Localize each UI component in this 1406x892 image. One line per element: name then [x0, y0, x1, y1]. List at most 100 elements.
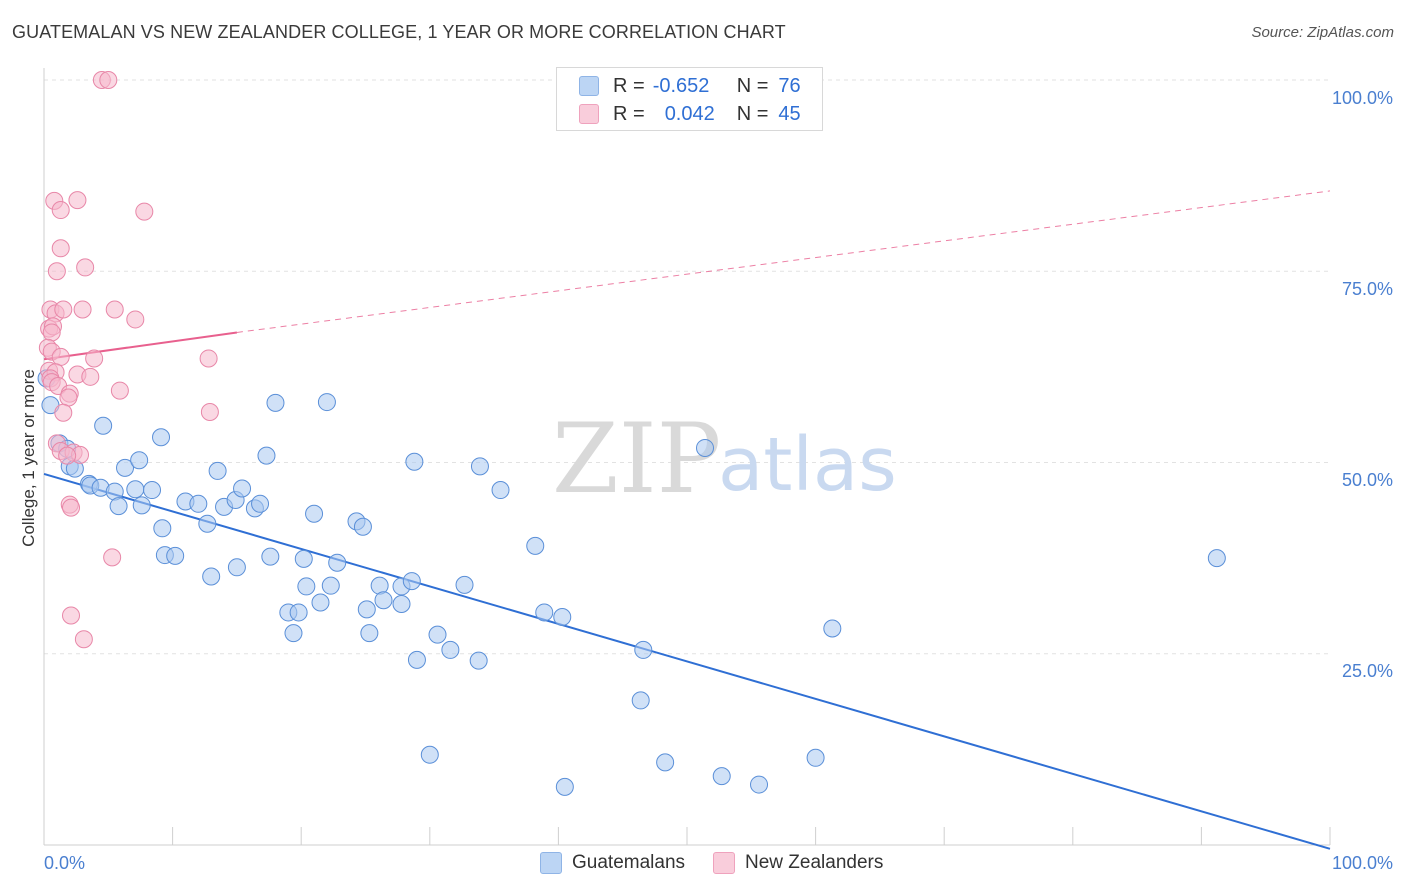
- trend-line-extended: [236, 190, 1331, 333]
- data-point: [47, 262, 66, 281]
- data-point: [712, 767, 731, 786]
- series-label-guatemalans: Guatemalans: [572, 852, 686, 873]
- y-tick-label: 25.0%: [1342, 661, 1393, 681]
- data-point: [328, 553, 347, 572]
- data-point: [227, 558, 246, 577]
- data-point: [321, 576, 340, 595]
- y-tick-label: 75.0%: [1342, 279, 1393, 299]
- data-point: [392, 595, 411, 614]
- y-axis-label: College, 1 year or more: [19, 369, 38, 547]
- data-point: [455, 575, 474, 594]
- series-swatch-guatemalans: [540, 852, 562, 874]
- series-legend: Guatemalans New Zealanders: [540, 852, 911, 874]
- trend-lines: [43, 190, 1331, 850]
- data-point: [289, 603, 308, 622]
- data-point: [261, 547, 280, 566]
- data-point: [420, 745, 439, 764]
- data-point: [85, 349, 104, 368]
- data-point: [68, 191, 87, 210]
- data-point: [202, 567, 221, 586]
- data-point: [470, 457, 489, 476]
- data-point: [58, 446, 77, 465]
- data-point: [555, 777, 574, 796]
- data-point: [103, 548, 122, 567]
- data-point: [94, 416, 113, 435]
- data-point: [42, 323, 61, 342]
- series-legend-guatemalans[interactable]: Guatemalans: [540, 852, 685, 874]
- legend-swatch-new-zealanders: [579, 104, 599, 124]
- data-point: [110, 381, 129, 400]
- data-point: [51, 201, 70, 220]
- y-tick-label: 50.0%: [1342, 470, 1393, 490]
- legend-row-new-zealanders: R = 0.042 N = 45: [579, 101, 801, 127]
- series-swatch-new-zealanders: [713, 852, 736, 874]
- data-point: [198, 514, 217, 533]
- legend-r-value: -0.652: [652, 74, 710, 97]
- data-point: [199, 349, 218, 368]
- data-point: [750, 775, 769, 794]
- data-point: [806, 748, 825, 767]
- data-point: [99, 71, 118, 89]
- data-point: [535, 603, 554, 622]
- chart-title: GUATEMALAN VS NEW ZEALANDER COLLEGE, 1 Y…: [12, 22, 786, 42]
- data-point: [311, 593, 330, 612]
- data-point: [208, 461, 227, 480]
- data-point: [166, 546, 185, 565]
- data-point: [823, 619, 842, 638]
- data-point: [553, 608, 572, 627]
- series-label-new-zealanders: New Zealanders: [745, 852, 884, 873]
- data-point: [200, 403, 219, 422]
- data-point: [126, 310, 145, 329]
- data-point: [696, 438, 715, 457]
- legend-n-value: 45: [778, 102, 801, 125]
- series-legend-new-zealanders[interactable]: New Zealanders: [713, 852, 883, 874]
- data-point: [491, 481, 510, 500]
- data-point: [130, 451, 149, 470]
- data-point: [109, 497, 128, 516]
- data-point: [405, 452, 424, 471]
- data-point: [126, 480, 145, 499]
- data-point: [76, 258, 95, 277]
- data-point: [62, 498, 81, 517]
- data-point: [297, 577, 316, 596]
- trend-line: [43, 473, 1331, 850]
- legend-r-label: R =: [613, 74, 645, 97]
- data-point: [305, 504, 324, 523]
- data-point: [189, 494, 208, 513]
- data-point: [294, 549, 313, 568]
- x-tick-label-max: 100.0%: [1332, 853, 1393, 873]
- data-point: [74, 630, 93, 649]
- data-point: [51, 239, 70, 258]
- legend-n-label: N =: [736, 102, 769, 125]
- data-point: [634, 640, 653, 659]
- data-point: [62, 606, 81, 625]
- data-point: [153, 519, 172, 538]
- legend-row-guatemalans: R = -0.652 N = 76: [579, 73, 801, 99]
- data-point: [135, 202, 154, 221]
- data-point: [266, 393, 285, 412]
- data-point: [54, 403, 73, 422]
- data-point: [257, 446, 276, 465]
- legend-swatch-guatemalans: [579, 76, 599, 96]
- data-point: [402, 572, 421, 591]
- data-point: [317, 393, 336, 412]
- data-point: [374, 591, 393, 610]
- y-tick-labels: 100.0% 75.0% 50.0% 25.0%: [1332, 88, 1393, 681]
- data-point: [251, 494, 270, 513]
- watermark-atlas: atlas: [718, 422, 897, 508]
- data-points: [37, 71, 1226, 796]
- data-point: [407, 650, 426, 669]
- watermark-zip: ZIP: [552, 403, 721, 515]
- data-point: [284, 624, 303, 643]
- data-point: [73, 300, 92, 319]
- source-label: Source: ZipAtlas.com: [1251, 24, 1394, 41]
- data-point: [469, 651, 488, 670]
- data-point: [428, 625, 447, 644]
- data-point: [152, 428, 171, 447]
- data-point: [631, 691, 650, 710]
- correlation-legend: R = -0.652 N = 76 R = 0.042 N = 45: [556, 67, 823, 131]
- data-point: [59, 388, 78, 407]
- data-point: [81, 367, 100, 386]
- legend-n-label: N =: [736, 74, 769, 97]
